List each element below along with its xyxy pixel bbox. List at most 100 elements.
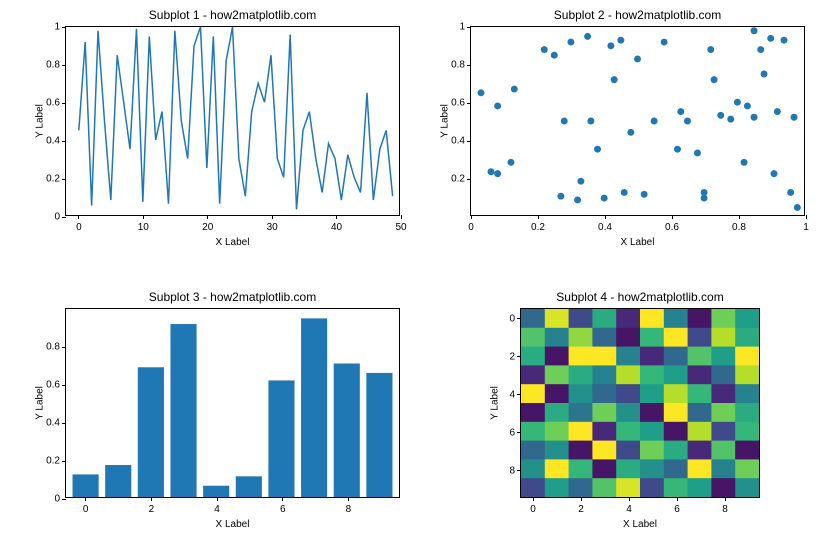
heatmap-cell: [688, 478, 712, 497]
bar: [138, 367, 164, 497]
subplot-4-ylabel: Y Label: [489, 386, 500, 420]
heatmap-cell: [569, 309, 593, 328]
tick-x: [85, 497, 86, 501]
heatmap-cell: [640, 347, 664, 366]
heatmap-cell: [569, 422, 593, 441]
heatmap-cell: [664, 328, 688, 347]
heatmap-cell: [735, 365, 759, 384]
heatmap-cell: [640, 478, 664, 497]
heatmap-cell: [545, 365, 569, 384]
tick-label-y: 0.2: [451, 174, 471, 185]
heatmap-cell: [735, 478, 759, 497]
heatmap-cell: [592, 422, 616, 441]
scatter-point: [674, 146, 681, 153]
heatmap-cell: [545, 347, 569, 366]
tick-label-x: 1: [803, 222, 809, 233]
tick-x: [739, 215, 740, 219]
line-series: [79, 27, 393, 209]
tick-label-y: 0: [54, 494, 66, 505]
tick-label-x: 8: [346, 504, 352, 515]
tick-label-x: 6: [674, 504, 680, 515]
tick-x: [272, 215, 273, 219]
tick-label-x: 10: [138, 222, 149, 233]
scatter-point: [767, 35, 774, 42]
tick-label-x: 0.6: [665, 222, 679, 233]
scatter-point: [584, 33, 591, 40]
scatter-point: [488, 168, 495, 175]
tick-label-y: 0.6: [46, 98, 66, 109]
scatter-point: [627, 129, 634, 136]
heatmap-cell: [521, 441, 545, 460]
heatmap-cell: [545, 441, 569, 460]
scatter-point: [677, 108, 684, 115]
heatmap-cell: [616, 328, 640, 347]
heatmap-cell: [688, 459, 712, 478]
tick-x: [151, 497, 152, 501]
tick-x: [401, 215, 402, 219]
subplot-3-bar-svg: [66, 309, 399, 497]
heatmap-cell: [592, 459, 616, 478]
heatmap-cell: [664, 365, 688, 384]
heatmap-cell: [592, 478, 616, 497]
heatmap-cell: [569, 347, 593, 366]
heatmap-cell: [711, 384, 735, 403]
tick-label-x: 4: [626, 504, 632, 515]
heatmap-cell: [711, 422, 735, 441]
tick-label-x: 30: [267, 222, 278, 233]
tick-x: [143, 215, 144, 219]
heatmap-cell: [616, 309, 640, 328]
heatmap-cell: [616, 347, 640, 366]
tick-x: [78, 215, 79, 219]
tick-label-y: 0: [54, 212, 66, 223]
scatter-point: [794, 204, 801, 211]
scatter-point: [607, 42, 614, 49]
scatter-point: [684, 118, 691, 125]
tick-label-x: 50: [395, 222, 406, 233]
heatmap-cell: [664, 347, 688, 366]
heatmap-cell: [640, 365, 664, 384]
heatmap-cell: [735, 403, 759, 422]
subplot-2-scatter-svg: [471, 27, 804, 215]
subplot-1-line-svg: [66, 27, 399, 215]
scatter-point: [717, 112, 724, 119]
scatter-point: [478, 89, 485, 96]
heatmap-cell: [616, 441, 640, 460]
subplot-4-heatmap-svg: [521, 309, 759, 497]
tick-label-x: 0: [530, 504, 536, 515]
scatter-point: [661, 39, 668, 46]
heatmap-cell: [521, 403, 545, 422]
scatter-point: [761, 71, 768, 78]
heatmap-cell: [664, 309, 688, 328]
tick-x: [207, 215, 208, 219]
tick-x: [605, 215, 606, 219]
scatter-point: [587, 118, 594, 125]
tick-label-y: 0.4: [451, 136, 471, 147]
scatter-point: [594, 146, 601, 153]
scatter-point: [744, 102, 751, 109]
heatmap-cell: [664, 459, 688, 478]
heatmap-cell: [688, 422, 712, 441]
heatmap-cell: [521, 422, 545, 441]
heatmap-cell: [664, 441, 688, 460]
heatmap-cell: [592, 403, 616, 422]
scatter-point: [771, 170, 778, 177]
tick-x: [533, 497, 534, 501]
heatmap-cell: [521, 478, 545, 497]
heatmap-cell: [569, 478, 593, 497]
heatmap-cell: [711, 365, 735, 384]
heatmap-cell: [664, 384, 688, 403]
tick-label-y: 0.2: [46, 456, 66, 467]
tick-label-x: 0: [76, 222, 82, 233]
heatmap-cell: [688, 384, 712, 403]
heatmap-cell: [640, 328, 664, 347]
heatmap-cell: [688, 347, 712, 366]
scatter-point: [611, 76, 618, 83]
scatter-point: [751, 27, 758, 34]
heatmap-cell: [735, 459, 759, 478]
heatmap-cell: [569, 365, 593, 384]
subplot-3-bar: Subplot 3 - how2matplotlib.com Y Label 0…: [65, 308, 400, 498]
tick-label-y: 0.8: [451, 60, 471, 71]
heatmap-cell: [640, 422, 664, 441]
tick-label-y: 1: [54, 22, 66, 33]
subplot-4-heatmap: Subplot 4 - how2matplotlib.com Y Label 0…: [520, 308, 760, 498]
